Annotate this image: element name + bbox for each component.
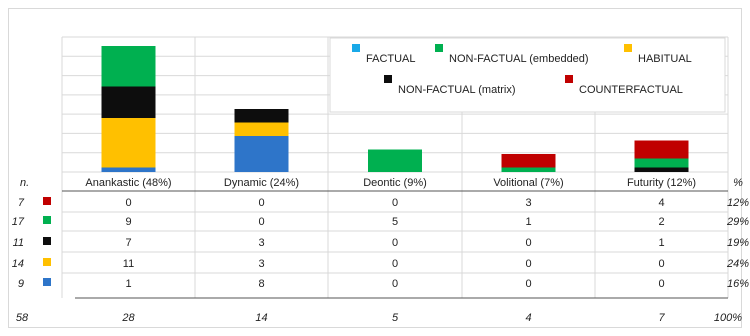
- row-percent: 12%: [727, 197, 749, 209]
- row-percent: 16%: [727, 278, 749, 290]
- row-color-marker: [43, 237, 51, 245]
- bar-non-factual-embedded-futurity-12: [634, 158, 689, 168]
- row-color-marker: [43, 197, 51, 205]
- table-cell: 5: [392, 216, 398, 228]
- table-cell: 2: [658, 216, 664, 228]
- legend-swatch-habitual: [624, 44, 632, 52]
- total-cell: 14: [255, 312, 267, 324]
- total-n: 58: [16, 312, 29, 324]
- row-color-marker: [43, 258, 51, 266]
- row-percent: 24%: [726, 258, 749, 270]
- legend-label-habitual: HABITUAL: [638, 53, 692, 65]
- category-label-deontic-9: Deontic (9%): [363, 177, 427, 189]
- table-cell: 0: [392, 278, 398, 290]
- row-color-marker: [43, 278, 51, 286]
- table-cell: 1: [125, 278, 131, 290]
- bar-factual-dynamic-24: [234, 136, 289, 172]
- legend-label-non-factual-embedded: NON-FACTUAL (embedded): [449, 53, 589, 65]
- pct-header: %: [733, 177, 743, 189]
- table-cell: 3: [525, 197, 531, 209]
- table-cell: 0: [258, 216, 264, 228]
- table-cell: 3: [258, 237, 264, 249]
- row-color-marker: [43, 216, 51, 224]
- table-cell: 3: [258, 258, 264, 270]
- row-n-count: 14: [12, 258, 24, 270]
- bar-non-factual-matrix-anankastic-48: [101, 86, 156, 118]
- row-n-count: 11: [13, 237, 24, 249]
- legend-swatch-factual: [352, 44, 360, 52]
- row-n-count: 7: [18, 197, 25, 209]
- table-cell: 4: [658, 197, 664, 209]
- table-cell: 0: [392, 237, 398, 249]
- row-n-count: 9: [18, 278, 24, 290]
- category-label-futurity-12: Futurity (12%): [627, 177, 696, 189]
- total-percent: 100%: [714, 312, 742, 324]
- table-cell: 1: [658, 237, 664, 249]
- bar-non-factual-embedded-volitional-7: [501, 167, 556, 172]
- bar-counterfactual-futurity-12: [634, 140, 689, 159]
- bar-habitual-dynamic-24: [234, 122, 289, 136]
- bar-habitual-anankastic-48: [101, 118, 156, 168]
- bar-non-factual-matrix-dynamic-24: [234, 109, 289, 123]
- table-cell: 9: [125, 216, 131, 228]
- table-cell: 0: [658, 278, 664, 290]
- category-label-anankastic-48: Anankastic (48%): [85, 177, 171, 189]
- bar-non-factual-embedded-anankastic-48: [101, 46, 156, 87]
- n-header: n.: [20, 177, 29, 189]
- bar-factual-anankastic-48: [101, 167, 156, 172]
- bar-counterfactual-volitional-7: [501, 154, 556, 168]
- table-cell: 0: [525, 237, 531, 249]
- figure-frame: [8, 8, 742, 328]
- table-cell: 1: [525, 216, 531, 228]
- row-percent: 19%: [727, 237, 749, 249]
- table-cell: 0: [392, 258, 398, 270]
- total-cell: 5: [392, 312, 399, 324]
- category-label-volitional-7: Volitional (7%): [493, 177, 563, 189]
- table-cell: 0: [258, 197, 264, 209]
- bar-non-factual-matrix-futurity-12: [634, 167, 689, 172]
- table-cell: 0: [392, 197, 398, 209]
- legend-swatch-counterfactual: [565, 75, 573, 83]
- bar-non-factual-embedded-deontic-9: [368, 149, 422, 172]
- legend-label-non-factual-matrix: NON-FACTUAL (matrix): [398, 84, 516, 96]
- row-percent: 29%: [726, 216, 749, 228]
- table-cell: 0: [525, 258, 531, 270]
- table-cell: 0: [658, 258, 664, 270]
- row-n-count: 17: [12, 216, 25, 228]
- total-cell: 7: [658, 312, 665, 324]
- table-cell: 11: [123, 258, 134, 270]
- table-cell: 0: [125, 197, 131, 209]
- total-cell: 4: [525, 312, 531, 324]
- table-cell: 7: [125, 237, 131, 249]
- table-cell: 8: [258, 278, 264, 290]
- legend-box: [329, 37, 726, 113]
- legend-swatch-non-factual-embedded: [435, 44, 443, 52]
- legend-label-counterfactual: COUNTERFACTUAL: [579, 84, 683, 96]
- table-cell: 0: [525, 278, 531, 290]
- category-label-dynamic-24: Dynamic (24%): [224, 177, 299, 189]
- legend-label-factual: FACTUAL: [366, 53, 416, 65]
- legend-swatch-non-factual-matrix: [384, 75, 392, 83]
- total-cell: 28: [121, 312, 135, 324]
